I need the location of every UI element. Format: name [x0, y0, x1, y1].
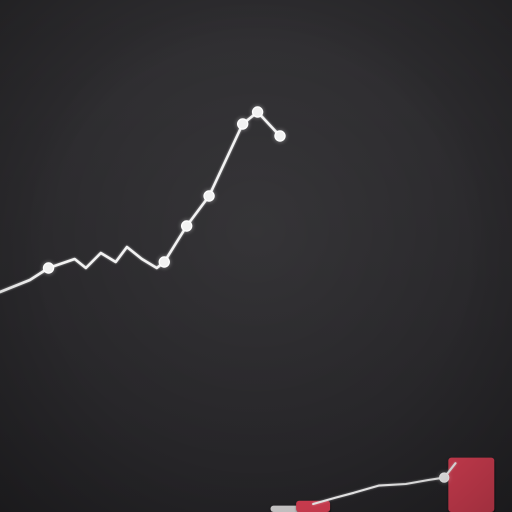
inset-data-point-6: [439, 472, 450, 483]
main-series-line: [0, 110, 282, 294]
inset-series-line: [312, 462, 457, 506]
main-data-point-2: [42, 262, 55, 274]
main-data-point-16: [274, 130, 286, 142]
bar-2: [448, 457, 495, 512]
inset-chart-layer: [270, 457, 496, 512]
bar-1: [296, 500, 331, 512]
main-data-point-12: [203, 190, 215, 202]
main-data-point-14: [236, 118, 249, 130]
main-data-point-10: [158, 256, 170, 268]
main-chart-layer: [0, 106, 286, 294]
main-data-point-11: [180, 220, 193, 232]
main-data-point-15: [251, 106, 264, 118]
